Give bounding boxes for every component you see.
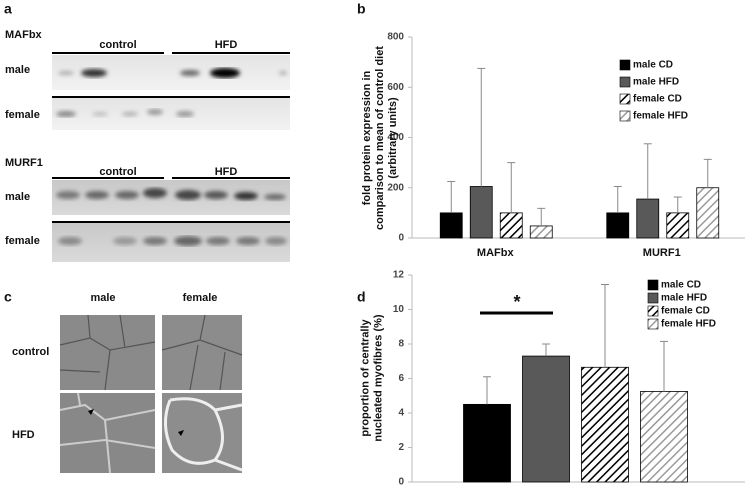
y-tick-label: 200	[387, 182, 404, 193]
column-label: male	[90, 292, 115, 304]
legend-swatch	[619, 93, 631, 105]
bar	[499, 212, 523, 239]
column-label: female	[183, 292, 218, 304]
y-axis-label: nucleated myofibres (%)	[372, 314, 384, 441]
group-label: control	[99, 166, 136, 178]
bar	[606, 212, 630, 239]
bar	[529, 225, 553, 239]
legend-swatch	[647, 318, 659, 330]
y-tick-label: 12	[393, 270, 405, 281]
group-label: HFD	[215, 166, 238, 178]
blot	[52, 98, 290, 130]
y-tick-label: 4	[398, 408, 404, 419]
x-tick-label: MURF1	[643, 247, 681, 259]
panel-label: c	[4, 289, 12, 305]
y-tick-label: 10	[393, 304, 405, 315]
bar	[581, 366, 629, 483]
y-tick-label: 0	[398, 477, 404, 487]
histology	[59, 314, 243, 474]
legend-label: female CD	[633, 94, 682, 105]
bar	[522, 355, 570, 483]
group-label: control	[99, 39, 136, 51]
row-label: female	[5, 235, 40, 247]
y-tick-label: 6	[398, 373, 404, 384]
legend-label: female CD	[661, 306, 710, 317]
row-label: female	[5, 109, 40, 121]
row-label: HFD	[12, 429, 35, 441]
bar	[439, 212, 463, 239]
bar	[463, 403, 511, 483]
bands	[58, 68, 287, 78]
legend-label: male CD	[661, 280, 701, 291]
y-axis-label: comparison to mean of control diet	[374, 46, 386, 230]
legend-swatch	[619, 59, 631, 71]
row-label: male	[5, 64, 30, 76]
bar	[636, 198, 660, 239]
y-axis-label: fold protein expression in	[361, 70, 373, 205]
bar	[469, 186, 493, 239]
legend-swatch	[647, 305, 659, 317]
bar	[666, 212, 690, 239]
bar	[640, 391, 688, 483]
legend-swatch	[647, 279, 659, 291]
y-tick-label: 0	[398, 233, 404, 244]
legend-label: male HFD	[661, 293, 707, 304]
y-axis-label: proportion of centrally	[359, 318, 371, 436]
bands	[58, 236, 287, 246]
legend-label: female HFD	[633, 111, 688, 122]
x-tick-label: MAFbx	[477, 247, 515, 259]
legend-label: male CD	[633, 60, 673, 71]
panel-label: d	[357, 289, 366, 305]
significance-star: *	[513, 292, 520, 312]
y-tick-label: 800	[387, 32, 404, 43]
y-tick-label: 2	[398, 442, 404, 453]
bands	[56, 188, 286, 200]
legend-swatch	[647, 292, 659, 304]
protein-label: MAFbx	[5, 29, 43, 41]
y-tick-label: 400	[387, 132, 404, 143]
panel-label: b	[357, 1, 366, 17]
panel-label: a	[4, 1, 12, 17]
legend-swatch	[619, 76, 631, 88]
protein-label: MURF1	[5, 157, 43, 169]
group-label: HFD	[215, 39, 238, 51]
y-tick-label: 8	[398, 339, 404, 350]
legend-label: male HFD	[633, 77, 679, 88]
y-tick-label: 600	[387, 82, 404, 93]
row-label: male	[5, 191, 30, 203]
bar	[696, 187, 720, 239]
y-axis-label: (arbitrary units)	[387, 97, 399, 179]
bands	[56, 109, 194, 117]
legend-label: female HFD	[661, 319, 716, 330]
row-label: control	[12, 346, 49, 358]
legend-swatch	[619, 110, 631, 122]
